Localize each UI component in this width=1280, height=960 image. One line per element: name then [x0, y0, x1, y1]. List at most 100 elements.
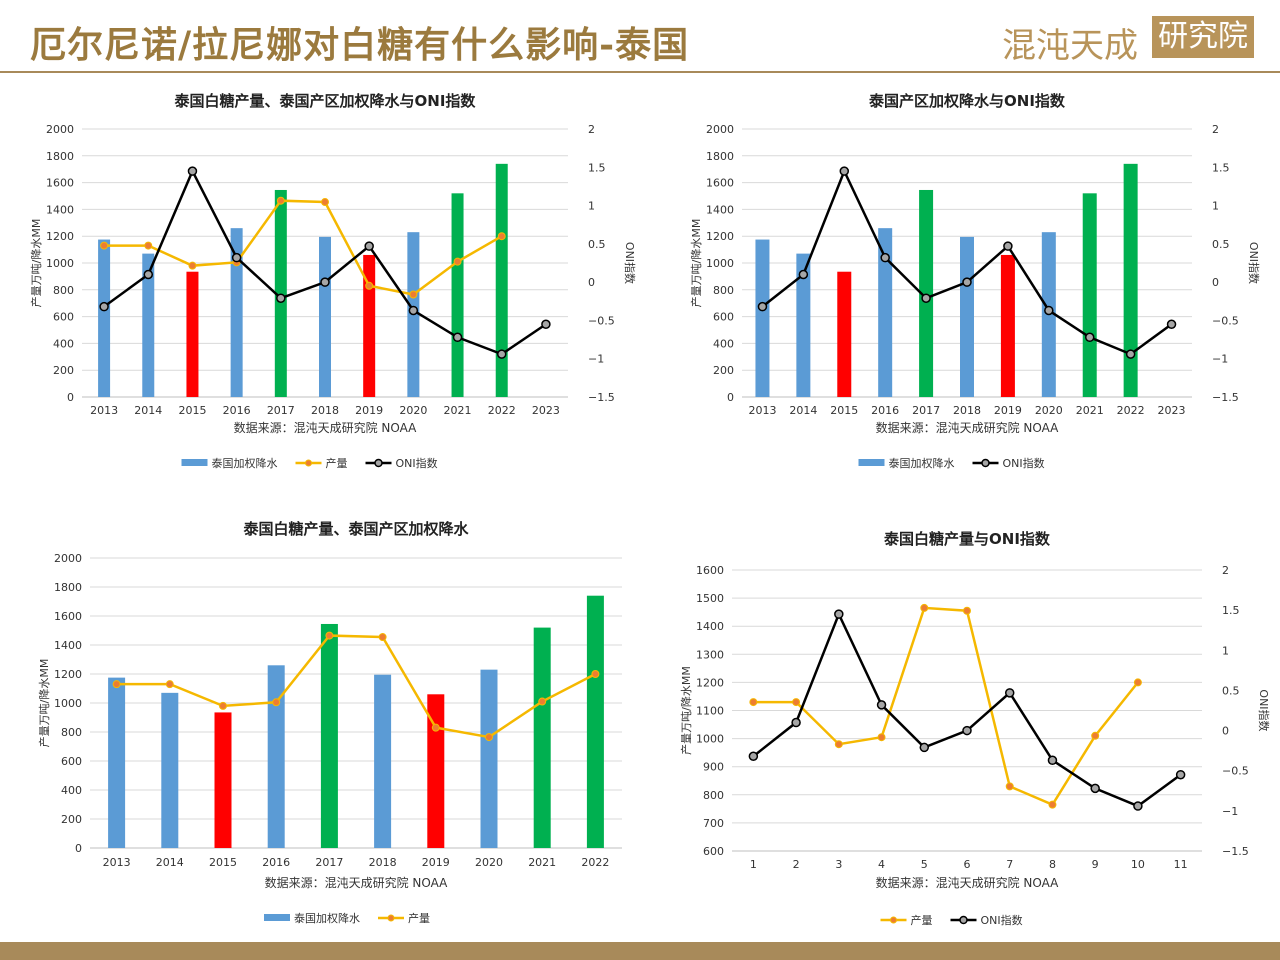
x-tick-label: 2022	[488, 404, 516, 417]
y-right-tick-label: 1	[1222, 644, 1229, 657]
y-left-tick-label: 1600	[696, 564, 724, 577]
y-left-tick-label: 1200	[46, 230, 74, 243]
y-left-tick-label: 800	[53, 284, 74, 297]
bar	[533, 627, 551, 848]
oni-point	[364, 241, 374, 251]
y-left-tick-label: 2000	[54, 552, 82, 565]
y-left-tick-label: 800	[713, 284, 734, 297]
oni-point	[276, 293, 286, 303]
y-left-tick-label: 1000	[46, 257, 74, 270]
y-left-tick-label: 400	[61, 784, 82, 797]
production-point	[877, 733, 886, 742]
production-point	[834, 740, 843, 749]
footer-bar	[0, 942, 1280, 960]
x-tick-label: 2015	[209, 856, 237, 869]
x-tick-label: 2018	[369, 856, 397, 869]
y-left-tick-label: 2000	[706, 123, 734, 136]
oni-point	[921, 293, 931, 303]
oni-point	[1175, 769, 1186, 780]
legend-label: ONI指数	[1003, 456, 1045, 470]
chart-title: 泰国白糖产量、泰国产区加权降水	[242, 520, 469, 538]
oni-point	[748, 751, 759, 762]
production-point	[272, 698, 281, 707]
oni-point	[452, 332, 463, 343]
y-right-tick-label: −1	[1222, 805, 1238, 818]
x-tick-label: 2021	[528, 856, 556, 869]
x-tick-label: 2018	[311, 404, 339, 417]
x-tick-label: 2015	[178, 404, 206, 417]
y-right-tick-label: 2	[588, 123, 595, 136]
oni-point	[231, 252, 242, 263]
x-tick-label: 9	[1092, 858, 1099, 871]
oni-point	[919, 742, 930, 753]
oni-point	[1044, 305, 1054, 316]
oni-point	[1133, 801, 1143, 811]
oni-point	[798, 269, 809, 280]
chart-rain-oni: 泰国产区加权降水与ONI指数 0 200 400 600 800 1000 1200 1400 1…	[689, 92, 1261, 470]
production-point	[112, 680, 121, 689]
y-right-tick-label: 0.5	[1222, 684, 1240, 697]
x-tick-label: 2019	[994, 404, 1022, 417]
production-point	[165, 680, 174, 689]
x-tick-label: 2013	[103, 856, 131, 869]
y-left-tick-label: 1100	[696, 705, 724, 718]
y-left-axis-title: 产量万吨/降水MM	[679, 666, 693, 755]
x-tick-label: 2016	[871, 404, 899, 417]
bar	[1123, 163, 1138, 397]
production-point	[321, 198, 329, 207]
bar	[1000, 254, 1015, 397]
x-tick-label: 11	[1174, 858, 1188, 871]
y-left-tick-label: 400	[53, 337, 74, 350]
y-left-tick-label: 1300	[696, 648, 724, 661]
y-left-tick-label: 200	[61, 813, 82, 826]
oni-point	[1166, 319, 1177, 330]
production-point	[378, 633, 387, 642]
y-left-axis-title: 产量万吨/降水MM	[37, 659, 51, 748]
y-left-tick-label: 1600	[46, 177, 74, 190]
x-tick-label: 2015	[830, 404, 858, 417]
production-point	[792, 698, 801, 707]
legend-marker-oni	[981, 458, 990, 468]
y-right-tick-label: −1.5	[1222, 845, 1249, 858]
y-left-tick-label: 600	[53, 311, 74, 324]
logo-text: 混沌天成	[1002, 26, 1138, 66]
bar	[161, 692, 179, 848]
legend-marker-production	[890, 916, 897, 924]
y-right-tick-label: 0.5	[588, 238, 606, 251]
y-right-tick-label: −0.5	[1212, 314, 1239, 327]
y-left-tick-label: 1800	[46, 150, 74, 163]
oni-point	[99, 301, 109, 312]
production-point	[591, 670, 600, 678]
x-tick-label: 2016	[223, 404, 251, 417]
oni-point	[1004, 688, 1015, 698]
bar	[267, 665, 285, 848]
bar	[230, 228, 243, 397]
x-tick-label: 2021	[444, 404, 472, 417]
legend-marker-oni	[374, 458, 383, 468]
y-left-tick-label: 1000	[696, 733, 724, 746]
production-point	[453, 257, 462, 266]
x-tick-label: 2018	[953, 404, 981, 417]
y-left-tick-label: 900	[703, 761, 724, 774]
y-right-tick-label: 1.5	[588, 161, 606, 174]
x-tick-label: 2020	[399, 404, 427, 417]
bar	[837, 271, 852, 397]
oni-point	[1047, 755, 1058, 766]
x-tick-label: 4	[878, 858, 885, 871]
x-tick-label: 8	[1049, 858, 1056, 871]
bar	[878, 228, 893, 397]
x-tick-label: 2014	[156, 856, 184, 869]
oni-point	[876, 700, 887, 710]
bar	[427, 694, 445, 848]
bar	[374, 674, 392, 848]
header-divider	[0, 71, 1280, 73]
legend-label: 产量	[326, 456, 348, 470]
x-tick-label: 2017	[267, 404, 295, 417]
oni-point	[408, 305, 419, 316]
x-tick-label: 1	[750, 858, 757, 871]
oni-point	[496, 349, 507, 359]
legend-label: ONI指数	[981, 913, 1023, 927]
chart-title: 泰国白糖产量与ONI指数	[883, 530, 1051, 548]
bar	[363, 254, 376, 397]
chart-title: 泰国白糖产量、泰国产区加权降水与ONI指数	[174, 92, 477, 110]
